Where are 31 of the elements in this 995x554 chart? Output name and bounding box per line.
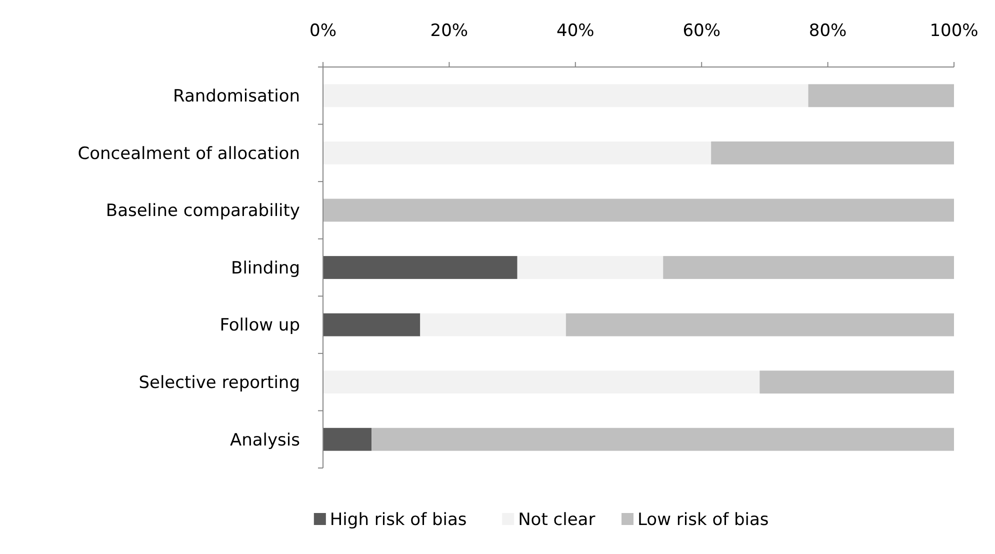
bar [517,256,664,279]
y-tick-label: Blinding [231,258,300,278]
bar [323,84,808,108]
bar [323,198,954,222]
legend-label: High risk of bias [330,510,467,530]
bar [711,141,954,164]
bar [808,84,954,108]
bar [323,256,518,279]
x-tick-label: 0% [310,21,336,41]
bar [566,313,954,336]
bar [323,428,372,451]
bar [372,428,954,451]
x-tick-label: 20% [430,21,468,41]
y-tick-label: Follow up [220,316,300,336]
bar [760,370,954,394]
bar [323,313,420,336]
bar [323,370,760,394]
y-tick-label: Randomisation [173,86,300,107]
x-tick-label: 100% [930,21,978,41]
y-tick-label: Concealment of allocation [78,144,300,164]
bar [323,141,712,164]
bar [663,256,954,279]
y-tick-label: Selective reporting [138,373,300,394]
y-tick-label: Baseline comparability [106,201,300,222]
x-tick-label: 60% [682,21,720,41]
legend-label: Not clear [518,510,596,530]
legend-label: Low risk of bias [638,510,769,530]
y-tick-label: Analysis [230,430,300,450]
x-tick-label: 40% [556,21,594,41]
x-tick-label: 80% [808,21,847,41]
bar [420,313,566,336]
